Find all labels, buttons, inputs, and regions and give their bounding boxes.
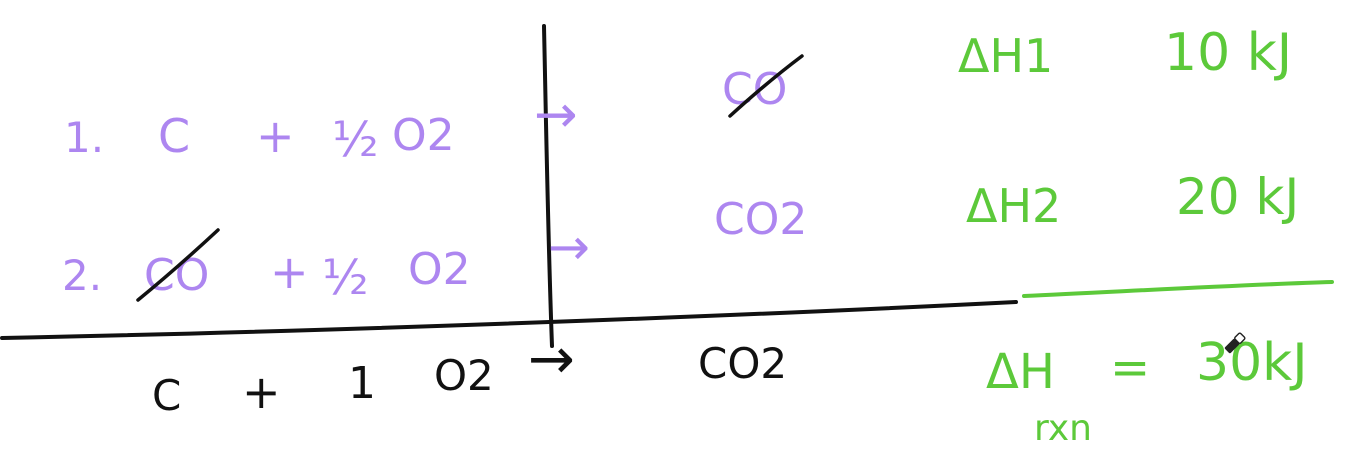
step-1-plus: + [256,109,295,163]
step-1-product: CO [722,64,787,115]
step-2-reactant-co: CO [144,250,209,301]
sum-line-green [1022,280,1334,298]
overall-arrow: → [528,327,575,392]
enthalpy-overall-value: 30kJ [1196,333,1308,393]
enthalpy-1-label: ΔH1 [958,29,1053,83]
overall-equation: C + 1 O2 → CO2 [152,327,787,420]
enthalpy-2-label: ΔH2 [966,179,1061,233]
step-2-equation: 2. CO + ½ O2 → CO2 [62,194,807,306]
step-1-number: 1. [64,113,104,162]
step-2-arrow: → [548,218,590,276]
enthalpy-overall: ΔH rxn = 30kJ [986,333,1308,449]
step-2-plus: + [270,245,309,299]
enthalpy-step-2: ΔH2 20 kJ [966,168,1299,233]
enthalpy-step-1: ΔH1 10 kJ [958,23,1292,83]
step-2-coefficient: ½ [322,250,369,306]
step-1-reactant-c: C [158,109,190,163]
step-1-arrow: → [534,85,578,145]
enthalpy-overall-label: ΔH [986,344,1055,400]
overall-plus: + [242,365,281,419]
step-1-reactant-o2: O2 [392,110,455,161]
enthalpy-2-value: 20 kJ [1176,168,1299,226]
eraser-icon [1224,332,1246,354]
overall-product: CO2 [698,339,787,388]
step-2-number: 2. [62,251,102,300]
step-1-product-strike [728,54,804,118]
enthalpy-overall-subscript: rxn [1034,408,1092,449]
step-1-coefficient: ½ [332,112,379,168]
overall-reactant-c: C [152,371,181,420]
vertical-divider [542,24,554,348]
enthalpy-1-value: 10 kJ [1164,23,1292,83]
overall-reactant-o2: O2 [434,351,494,400]
step-1-equation: 1. C + ½ O2 → CO [64,54,804,168]
overall-coefficient: 1 [348,358,376,409]
step-2-reactant-o2: O2 [408,244,471,295]
sum-line [0,300,1018,340]
step-2-product: CO2 [714,194,807,245]
enthalpy-overall-equals: = [1110,340,1150,396]
step-2-reactant-strike [136,228,220,302]
